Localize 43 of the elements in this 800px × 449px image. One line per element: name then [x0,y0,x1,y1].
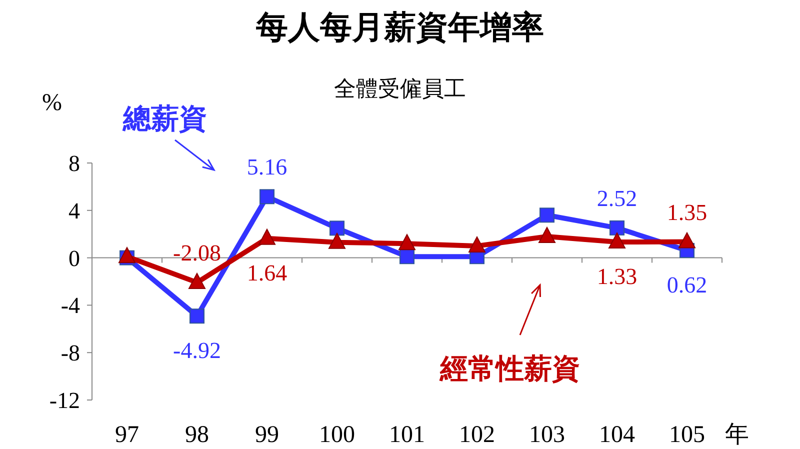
x-tick-label: 102 [459,422,495,448]
point [188,272,206,289]
legend-label: 經常性薪資 [439,354,580,385]
point [608,232,626,249]
y-axis-title: % [42,90,62,116]
point [328,232,346,249]
point [118,247,136,264]
data-label: 2.52 [596,186,638,211]
data-label: -4.92 [173,338,221,364]
y-tick-label: -12 [49,388,80,413]
data-label: 5.16 [246,154,288,180]
x-tick-label: 103 [529,422,565,448]
point [468,236,486,252]
x-tick-label: 105 [669,422,705,448]
y-tick-label: 8 [68,151,80,176]
x-tick-label: 99 [255,422,279,448]
x-tick-label: 97 [115,422,139,448]
data-label: 1.33 [596,264,638,290]
data-label: 1.35 [666,200,708,225]
point [678,232,696,248]
point [258,228,276,245]
point [330,220,344,236]
y-tick-label: -8 [60,340,80,366]
data-label: 0.62 [666,272,708,298]
data-label: 1.64 [246,260,288,286]
data-label: -2.08 [173,240,221,266]
point [400,249,414,264]
x-tick-label: 104 [599,422,635,448]
chart-title: 每人每月薪資年增率 [255,9,544,45]
y-tick-label: -4 [60,293,80,318]
point [538,226,556,243]
y-tick-label: 0 [68,246,80,271]
point [610,220,624,236]
y-tick-label: 4 [68,198,80,224]
x-tick-label: 101 [389,422,425,448]
point [540,208,554,223]
point [260,189,274,204]
chart-subtitle: 全體受僱員工 [334,76,466,101]
point [398,234,416,250]
text: 總薪資 [122,104,207,135]
x-tick-label: 98 [185,422,209,448]
x-axis-title: 年 [725,422,749,448]
x-tick-label: 100 [319,422,355,448]
